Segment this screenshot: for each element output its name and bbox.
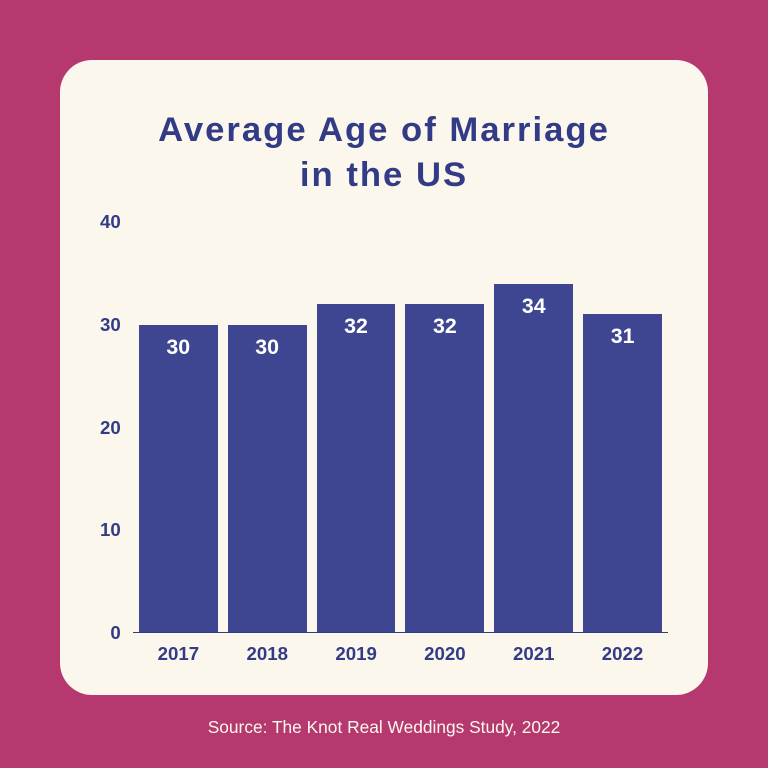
bar: 34 [494, 284, 573, 632]
bar-value-label: 31 [583, 324, 662, 349]
x-tick: 2018 [228, 643, 307, 665]
outer-frame: Average Age of Marriage in the US 010203… [0, 0, 768, 768]
x-tick: 2022 [583, 643, 662, 665]
bar: 32 [405, 304, 484, 632]
bar: 32 [317, 304, 396, 632]
bar-value-label: 30 [228, 335, 307, 360]
x-tick: 2019 [317, 643, 396, 665]
bar-value-label: 30 [139, 335, 218, 360]
bar-slot: 32 [317, 222, 396, 632]
chart-card: Average Age of Marriage in the US 010203… [60, 60, 708, 695]
bar-value-label: 34 [494, 294, 573, 319]
x-tick: 2017 [139, 643, 218, 665]
chart-title: Average Age of Marriage in the US [158, 108, 610, 198]
bar: 30 [139, 325, 218, 632]
chart-title-line2: in the US [300, 156, 468, 194]
y-axis: 010203040 [100, 222, 133, 633]
bar-value-label: 32 [405, 314, 484, 339]
x-axis-spacer [100, 633, 133, 665]
bar-slot: 31 [583, 222, 662, 632]
x-axis: 2017 2018 2019 2020 2021 2022 [133, 633, 668, 665]
bar: 31 [583, 314, 662, 632]
bar-slot: 32 [405, 222, 484, 632]
x-tick: 2021 [494, 643, 573, 665]
chart-area: 010203040 303032323431 20172018201920202… [100, 222, 668, 665]
plot: 30 30 32 32 34 31 [133, 222, 668, 633]
plot-row: 010203040 30 30 32 32 34 31 [100, 222, 668, 633]
source-text: Source: The Knot Real Weddings Study, 20… [208, 717, 561, 738]
bar-value-label: 32 [317, 314, 396, 339]
bar-slot: 30 [139, 222, 218, 632]
bar: 30 [228, 325, 307, 632]
bar-slot: 34 [494, 222, 573, 632]
x-axis-row: 2017 2018 2019 2020 2021 2022 [100, 633, 668, 665]
x-tick: 2020 [405, 643, 484, 665]
bar-slot: 30 [228, 222, 307, 632]
chart-title-line1: Average Age of Marriage [158, 111, 610, 149]
